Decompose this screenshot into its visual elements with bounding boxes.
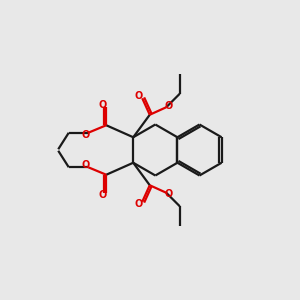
Text: O: O xyxy=(98,190,107,200)
Text: O: O xyxy=(82,160,90,170)
Text: O: O xyxy=(82,130,90,140)
Text: O: O xyxy=(134,199,143,209)
Text: O: O xyxy=(98,100,107,110)
Text: O: O xyxy=(134,91,143,101)
Text: O: O xyxy=(164,101,173,111)
Text: O: O xyxy=(164,189,173,199)
